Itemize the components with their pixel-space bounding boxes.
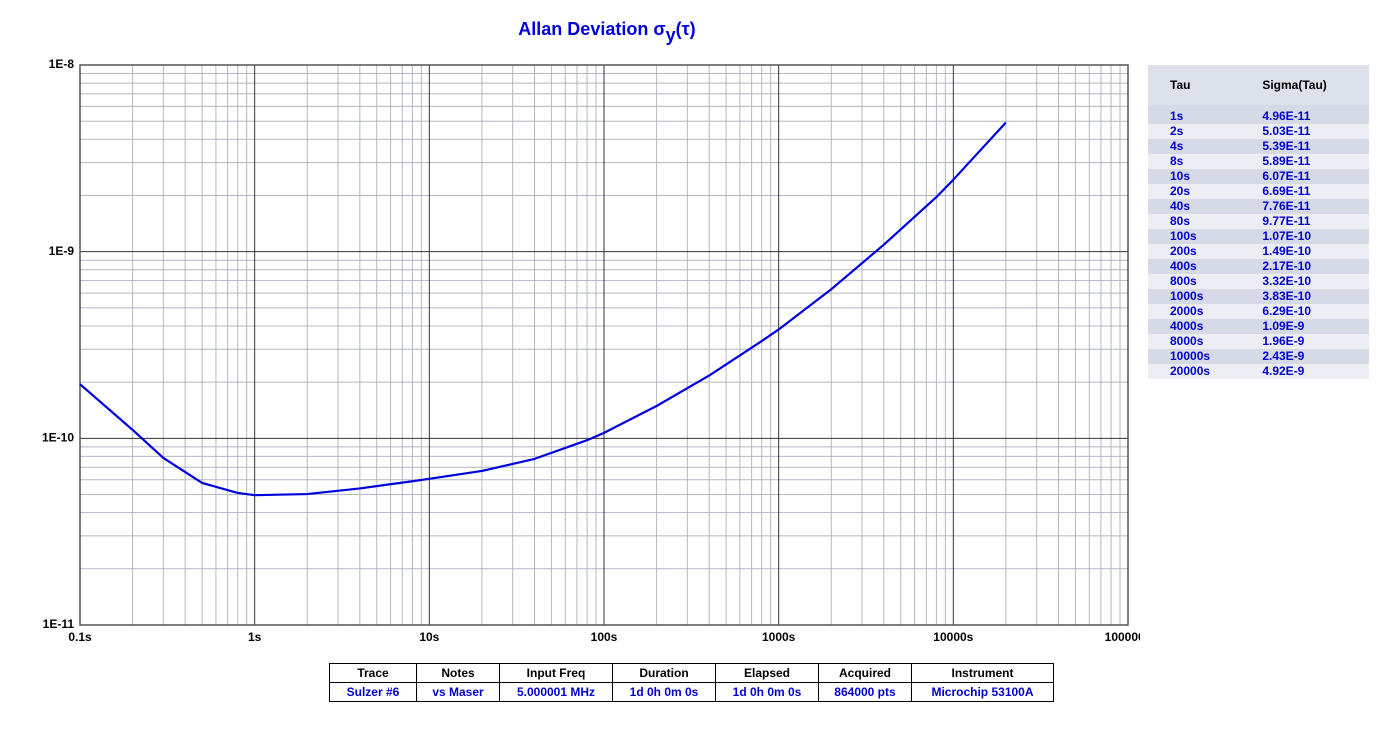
title-main: Allan Deviation σ bbox=[518, 19, 665, 39]
table-cell: 800s bbox=[1148, 274, 1241, 289]
x-tick-label: 0.1s bbox=[68, 630, 92, 644]
table-cell: 2000s bbox=[1148, 304, 1241, 319]
table-row: 4s 5.39E-11 bbox=[1148, 139, 1369, 154]
chart-title: Allan Deviation σy(τ) bbox=[518, 19, 695, 45]
table-cell: 1.96E-9 bbox=[1240, 334, 1369, 349]
table-cell: 5.03E-11 bbox=[1240, 124, 1369, 139]
table-row: 20s 6.69E-11 bbox=[1148, 184, 1369, 199]
table-row: 8000s 1.96E-9 bbox=[1148, 334, 1369, 349]
table-cell: Microchip 53100A bbox=[911, 682, 1054, 702]
header-cell: Trace bbox=[329, 663, 417, 683]
table-row: 2000s 6.29E-10 bbox=[1148, 304, 1369, 319]
table-cell: 40s bbox=[1148, 199, 1241, 214]
header-row: Tau Sigma(Tau) bbox=[1148, 65, 1369, 105]
table-cell: vs Maser bbox=[416, 682, 500, 702]
info-table: Trace Notes Input Freq Duration Elapsed Acqui… bbox=[329, 663, 1054, 702]
y-tick-label: 1E-8 bbox=[49, 57, 75, 71]
title-subscript: y bbox=[666, 25, 676, 45]
table-row: 20000s 4.92E-9 bbox=[1148, 364, 1369, 379]
table-cell: 8000s bbox=[1148, 334, 1241, 349]
table-row: Sulzer #6 vs Maser 5.000001 MHz 1d 0h 0m 0s… bbox=[329, 682, 1054, 702]
header-cell: Tau bbox=[1148, 65, 1241, 105]
table-cell: 1d 0h 0m 0s bbox=[715, 682, 819, 702]
header-cell: Elapsed bbox=[715, 663, 819, 683]
y-tick-label: 1E-11 bbox=[43, 617, 75, 631]
chart: Allan Deviation σy(τ) 0.1s 1s 10s 100s 1000s… bbox=[42, 19, 1140, 644]
table-row: 10000s 2.43E-9 bbox=[1148, 349, 1369, 364]
table-cell: 20s bbox=[1148, 184, 1241, 199]
table-cell: 6.07E-11 bbox=[1240, 169, 1369, 184]
header-cell: Input Freq bbox=[499, 663, 613, 683]
x-tick-label: 100s bbox=[591, 630, 618, 644]
table-row: 8s 5.89E-11 bbox=[1148, 154, 1369, 169]
table-cell: 5.000001 MHz bbox=[499, 682, 613, 702]
table-cell: 10s bbox=[1148, 169, 1241, 184]
table-row: 2s 5.03E-11 bbox=[1148, 124, 1369, 139]
table-row: 400s 2.17E-10 bbox=[1148, 259, 1369, 274]
table-cell: 80s bbox=[1148, 214, 1241, 229]
table-cell: 4.92E-9 bbox=[1240, 364, 1369, 379]
table-cell: 100s bbox=[1148, 229, 1241, 244]
y-tick-label: 1E-9 bbox=[49, 244, 75, 258]
table-cell: 7.76E-11 bbox=[1240, 199, 1369, 214]
table-row: 1000s 3.83E-10 bbox=[1148, 289, 1369, 304]
table-cell: Sulzer #6 bbox=[329, 682, 417, 702]
table-cell: 1000s bbox=[1148, 289, 1241, 304]
x-tick-label: 10000s bbox=[933, 630, 973, 644]
header-cell: Duration bbox=[612, 663, 716, 683]
table-cell: 10000s bbox=[1148, 349, 1241, 364]
table-cell: 864000 pts bbox=[818, 682, 912, 702]
x-tick-label: 1000s bbox=[762, 630, 796, 644]
header-cell: Sigma(Tau) bbox=[1240, 65, 1369, 105]
table-cell: 200s bbox=[1148, 244, 1241, 259]
header-cell: Notes bbox=[416, 663, 500, 683]
table-row: 4000s 1.09E-9 bbox=[1148, 319, 1369, 334]
table-cell: 4s bbox=[1148, 139, 1241, 154]
table-cell: 1s bbox=[1148, 105, 1241, 124]
table-cell: 4.96E-11 bbox=[1240, 105, 1369, 124]
table-cell: 3.83E-10 bbox=[1240, 289, 1369, 304]
x-tick-label: 100000s bbox=[1105, 630, 1140, 644]
data-line bbox=[79, 121, 1007, 497]
table-cell: 1.09E-9 bbox=[1240, 319, 1369, 334]
x-tick-label: 10s bbox=[419, 630, 439, 644]
table-cell: 4000s bbox=[1148, 319, 1241, 334]
tau-table: Tau Sigma(Tau) 1s 4.96E-11 2s 5.03E-11 4s 5.39E… bbox=[1148, 65, 1369, 379]
table-row: 10s 6.07E-11 bbox=[1148, 169, 1369, 184]
title-suffix: (τ) bbox=[676, 19, 696, 39]
table-cell: 8s bbox=[1148, 154, 1241, 169]
table-cell: 1.49E-10 bbox=[1240, 244, 1369, 259]
header-row: Trace Notes Input Freq Duration Elapsed Acqui… bbox=[329, 663, 1054, 683]
header-cell: Acquired bbox=[818, 663, 912, 683]
table-row: 100s 1.07E-10 bbox=[1148, 229, 1369, 244]
table-cell: 5.89E-11 bbox=[1240, 154, 1369, 169]
table-cell: 9.77E-11 bbox=[1240, 214, 1369, 229]
table-cell: 3.32E-10 bbox=[1240, 274, 1369, 289]
table-cell: 20000s bbox=[1148, 364, 1241, 379]
table-row: 200s 1.49E-10 bbox=[1148, 244, 1369, 259]
table-row: 800s 3.32E-10 bbox=[1148, 274, 1369, 289]
table-cell: 2.17E-10 bbox=[1240, 259, 1369, 274]
table-cell: 5.39E-11 bbox=[1240, 139, 1369, 154]
table-cell: 400s bbox=[1148, 259, 1241, 274]
header-cell: Instrument bbox=[911, 663, 1054, 683]
table-cell: 2s bbox=[1148, 124, 1241, 139]
plot-frame bbox=[79, 64, 1129, 626]
table-row: 1s 4.96E-11 bbox=[1148, 105, 1369, 124]
table-cell: 2.43E-9 bbox=[1240, 349, 1369, 364]
x-tick-label: 1s bbox=[248, 630, 262, 644]
table-cell: 1.07E-10 bbox=[1240, 229, 1369, 244]
y-tick-label: 1E-10 bbox=[42, 431, 74, 445]
table-cell: 6.69E-11 bbox=[1240, 184, 1369, 199]
table-cell: 1d 0h 0m 0s bbox=[612, 682, 716, 702]
table-row: 80s 9.77E-11 bbox=[1148, 214, 1369, 229]
table-cell: 6.29E-10 bbox=[1240, 304, 1369, 319]
table-row: 40s 7.76E-11 bbox=[1148, 199, 1369, 214]
